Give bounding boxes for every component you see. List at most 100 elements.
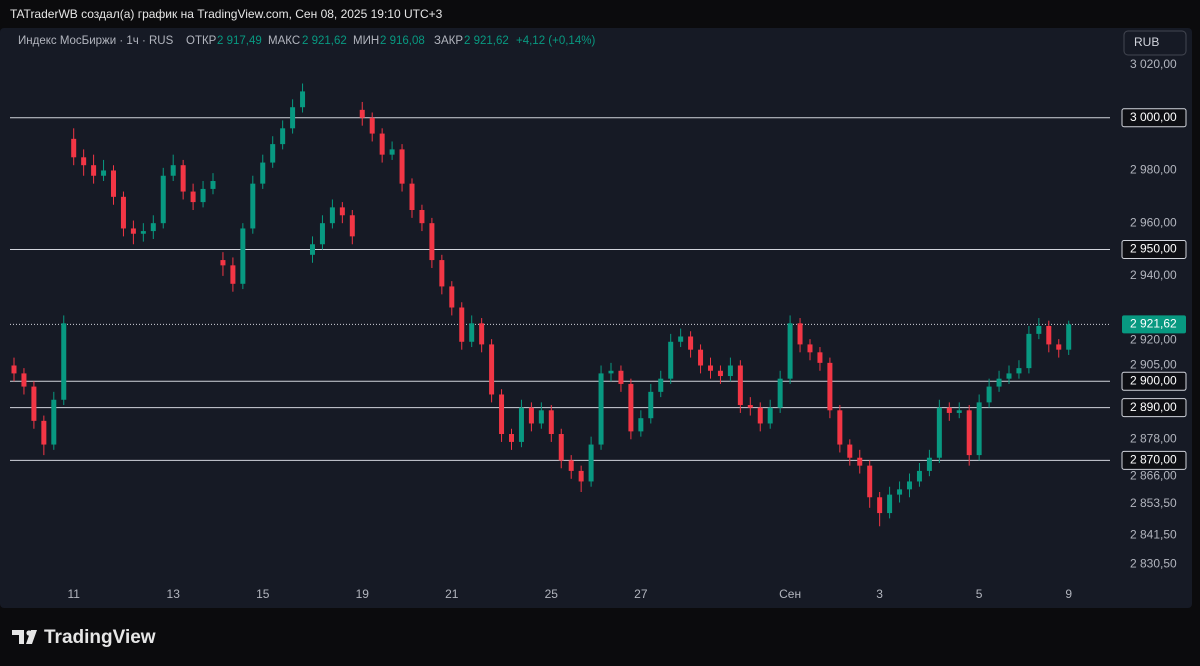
legend-low: 2 916,08	[380, 35, 425, 47]
candle-body	[956, 410, 962, 413]
candle-body	[757, 407, 763, 424]
candle-body	[1056, 344, 1062, 350]
candle-body	[1026, 333, 1032, 369]
y-tick-label: 2 980,00	[1130, 163, 1177, 177]
x-tick-label: 3	[876, 587, 883, 601]
candle-body	[290, 107, 296, 129]
candle-body	[837, 410, 843, 445]
legend: Индекс МосБиржи · 1ч · RUS ОТКР 2 917,49…	[18, 35, 595, 47]
legend-open: 2 917,49	[217, 35, 262, 47]
candle-body	[379, 133, 385, 155]
candle-body	[170, 165, 176, 176]
candle-body	[747, 405, 753, 408]
candle-body	[807, 344, 813, 353]
brand-logo: TradingView	[12, 627, 156, 648]
y-tick-label: 2 878,00	[1130, 431, 1177, 445]
candle-body	[369, 117, 375, 134]
candle-body	[877, 497, 883, 514]
x-tick-label: 9	[1065, 587, 1072, 601]
candle-body	[220, 260, 226, 266]
candle-body	[111, 170, 116, 197]
x-tick-label: 25	[545, 587, 559, 601]
legend-high: 2 921,62	[302, 35, 347, 47]
candle-body	[618, 370, 624, 384]
candle-body	[190, 191, 196, 203]
candle-body	[1066, 324, 1072, 350]
chart-panel	[0, 28, 1192, 608]
candle-body	[717, 370, 723, 377]
x-tick-label: 13	[167, 587, 181, 601]
candle-body	[71, 138, 77, 158]
candle-body	[926, 457, 932, 471]
y-tick-label: 2 940,00	[1130, 268, 1177, 282]
candle-body	[180, 165, 186, 192]
candle-body	[648, 391, 654, 419]
chart-title: TATraderWB создал(а) график на TradingVi…	[10, 7, 443, 21]
y-tick-label: 3 020,00	[1130, 57, 1177, 71]
brand: TradingView	[44, 627, 156, 648]
candle-body	[847, 444, 853, 458]
candle-body	[966, 410, 972, 456]
candle-body	[489, 344, 495, 395]
candle-body	[797, 323, 803, 345]
price-label-box	[1121, 371, 1187, 391]
candle-body	[578, 470, 584, 482]
candle-body	[359, 109, 365, 118]
candle-body	[737, 365, 743, 406]
candle-body	[130, 228, 136, 234]
candle-body	[21, 373, 27, 387]
candle-body	[81, 157, 87, 166]
price-label-box	[1121, 108, 1187, 128]
price-label-box	[1121, 450, 1187, 470]
x-tick-label: 15	[256, 587, 270, 601]
y-tick-label: 2 920,00	[1130, 332, 1177, 346]
candle-body	[449, 286, 455, 308]
candle-body	[996, 378, 1002, 387]
last-price-label: 2 921,62	[1130, 316, 1177, 330]
candle-body	[538, 410, 544, 424]
candle-body	[319, 223, 325, 245]
candle-body	[518, 407, 524, 442]
candle-body	[150, 223, 156, 232]
legend-change: +4,12 (+0,14%)	[516, 35, 595, 47]
y-tick-label: 2 830,50	[1130, 557, 1177, 571]
candle-body	[429, 223, 435, 261]
candle-body	[608, 370, 614, 374]
candle-body	[140, 231, 146, 234]
legend-close: 2 921,62	[464, 35, 509, 47]
candle-body	[698, 349, 704, 366]
candle-body	[867, 465, 873, 498]
candle-body	[51, 399, 57, 445]
x-tick-label: 5	[976, 587, 983, 601]
candle-body	[250, 183, 256, 229]
candle-body	[260, 162, 266, 184]
candle-body	[101, 170, 107, 176]
candle-body	[897, 489, 903, 495]
y-tick-label: 2 853,50	[1130, 496, 1177, 510]
currency-button[interactable]	[1123, 30, 1187, 56]
candle-body	[986, 386, 992, 403]
candle-body	[946, 407, 952, 413]
price-label: 2 890,00	[1130, 400, 1177, 414]
y-tick-label: 2 905,00	[1130, 357, 1177, 371]
x-tick-label: 19	[356, 587, 370, 601]
x-tick-label: 27	[634, 587, 648, 601]
y-tick-label: 2 960,00	[1130, 215, 1177, 229]
legend-high-label: МАКС	[268, 35, 300, 47]
x-tick-label: Сен	[779, 587, 801, 601]
candle-body	[300, 91, 306, 108]
candle-body	[91, 165, 97, 176]
candle-body	[708, 365, 713, 371]
currency[interactable]: RUB	[1134, 35, 1159, 49]
y-tick-label: 2 841,50	[1130, 528, 1177, 542]
candle-body	[310, 244, 315, 255]
candle-body	[329, 207, 335, 224]
x-tick-label: 21	[445, 587, 459, 601]
candle-body	[31, 386, 37, 421]
legend-low-label: МИН	[353, 35, 379, 47]
x-tick-label: 11	[67, 587, 80, 601]
price-label: 3 000,00	[1130, 110, 1177, 124]
candle-body	[349, 215, 355, 237]
candle-body	[1006, 373, 1012, 379]
candle-body	[230, 265, 236, 284]
